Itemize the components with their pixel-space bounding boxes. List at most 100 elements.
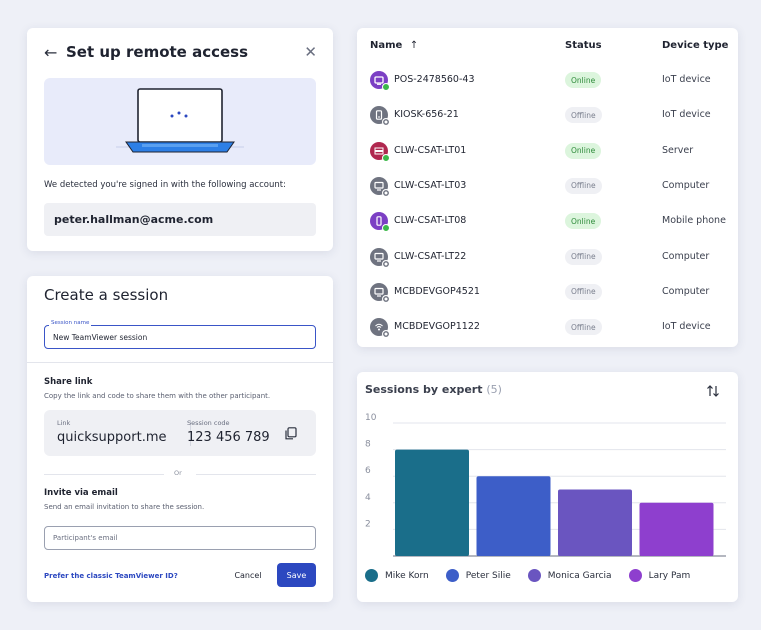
- link-label: Link: [57, 419, 71, 427]
- session-name-input[interactable]: New TeamViewer session: [44, 325, 316, 349]
- status-badge: Offline: [565, 248, 602, 265]
- server-icon: [370, 141, 390, 162]
- bar[interactable]: [395, 449, 469, 556]
- save-button[interactable]: Save: [277, 563, 316, 587]
- status-badge: Offline: [565, 319, 602, 336]
- back-arrow-icon[interactable]: ←: [44, 42, 58, 62]
- legend-item[interactable]: Peter Silie: [445, 569, 511, 582]
- online-status-dot: [382, 224, 390, 233]
- table-row[interactable]: MCBDEVGOP4521 Offline Computer: [357, 275, 738, 310]
- invite-email-heading: Invite via email: [44, 488, 118, 498]
- bar[interactable]: [639, 502, 714, 556]
- table-row[interactable]: CLW-CSAT-LT22 Offline Computer: [357, 240, 738, 275]
- table-row[interactable]: MCBDEVGOP1122 Offline IoT device: [357, 310, 738, 345]
- divider: [196, 474, 316, 475]
- y-tick-label: 4: [365, 493, 371, 503]
- bar[interactable]: [476, 476, 551, 556]
- mobile-icon: [370, 212, 390, 233]
- status-badge: Online: [565, 72, 602, 88]
- devices-table: Name ↑ Status Device type POS-2478560-43…: [357, 28, 738, 347]
- computer-icon: [370, 282, 390, 303]
- table-row[interactable]: CLW-CSAT-LT01 Online Server: [357, 134, 738, 169]
- device-name: CLW-CSAT-LT08: [394, 215, 467, 227]
- remote-access-title: Set up remote access: [66, 43, 249, 61]
- separator: [190, 420, 191, 446]
- legend-swatch: [628, 569, 642, 582]
- status-badge: Offline: [565, 177, 602, 194]
- table-row[interactable]: CLW-CSAT-LT08 Online Mobile phone: [357, 204, 738, 239]
- detected-account-text: We detected you're signed in with the fo…: [44, 180, 286, 190]
- sort-arrow-icon[interactable]: ↑: [409, 40, 419, 51]
- create-session-title: Create a session: [44, 286, 169, 304]
- session-code-label: Session code: [187, 419, 230, 427]
- y-tick-label: 10: [365, 413, 377, 423]
- device-name: MCBDEVGOP4521: [394, 285, 480, 297]
- status-badge: Offline: [565, 107, 602, 124]
- offline-status-dot: [382, 118, 390, 127]
- or-separator: Or: [174, 469, 182, 477]
- classic-teamviewer-id-link[interactable]: Prefer the classic TeamViewer ID?: [44, 572, 178, 580]
- device-type: IoT device: [662, 109, 711, 121]
- offline-status-dot: [382, 259, 390, 268]
- invite-email-description: Send an email invitation to share the se…: [44, 503, 205, 511]
- iot-icon: [370, 318, 390, 339]
- column-header-device-type[interactable]: Device type: [662, 40, 729, 51]
- status-badge: Online: [565, 213, 602, 230]
- device-type: Mobile phone: [662, 215, 726, 227]
- legend-item[interactable]: Mike Korn: [365, 569, 429, 582]
- chart-title-text: Sessions by expert: [365, 383, 483, 396]
- table-row[interactable]: CLW-CSAT-LT03 Offline Computer: [357, 169, 738, 204]
- column-header-name[interactable]: Name ↑: [370, 40, 418, 51]
- chart-title: Sessions by expert (5): [365, 383, 502, 396]
- device-name: MCBDEVGOP1122: [394, 321, 480, 333]
- device-type: Computer: [662, 179, 710, 191]
- divider: [44, 474, 164, 475]
- offline-status-dot: [382, 330, 390, 339]
- device-type: Computer: [662, 250, 710, 262]
- legend-label: Peter Silie: [465, 570, 511, 581]
- column-header-name-label: Name: [370, 40, 403, 51]
- laptop-illustration: [44, 78, 316, 165]
- online-status-dot: [382, 153, 390, 162]
- device-type: Computer: [662, 285, 710, 297]
- y-tick-label: 2: [365, 519, 371, 529]
- account-email: peter.hallman@acme.com: [44, 203, 316, 236]
- chart-count: (5): [486, 383, 502, 396]
- bar[interactable]: [558, 489, 632, 557]
- kiosk-icon: [370, 106, 390, 127]
- link-value: quicksupport.me: [57, 430, 167, 445]
- table-row[interactable]: KIOSK-656-21 Offline IoT device: [357, 98, 738, 133]
- participant-email-input[interactable]: Participant's email: [44, 526, 316, 550]
- offline-status-dot: [382, 188, 390, 197]
- computer-icon: [370, 247, 390, 268]
- legend-label: Mike Korn: [385, 570, 429, 581]
- create-session-dialog: Create a session New TeamViewer session …: [27, 276, 333, 602]
- legend-swatch: [527, 569, 541, 582]
- cancel-button[interactable]: Cancel: [234, 570, 262, 580]
- legend-swatch: [365, 569, 378, 582]
- session-code-value: 123 456 789: [187, 430, 270, 445]
- y-tick-label: 6: [365, 466, 371, 476]
- device-name: POS-2478560-43: [394, 74, 475, 85]
- table-row[interactable]: POS-2478560-43 Online IoT device: [357, 63, 738, 98]
- sort-icon[interactable]: [706, 384, 720, 398]
- column-header-status[interactable]: Status: [565, 40, 602, 51]
- legend-swatch: [445, 569, 459, 582]
- device-name: CLW-CSAT-LT22: [394, 250, 467, 262]
- device-name: CLW-CSAT-LT01: [394, 144, 467, 156]
- legend-item[interactable]: Lary Pam: [628, 569, 690, 582]
- sessions-bar-chart: 2 4 6 8 10: [365, 413, 726, 557]
- session-name-label: Session name: [49, 320, 92, 326]
- legend-label: Monica Garcia: [547, 570, 612, 581]
- device-name: KIOSK-656-21: [394, 109, 459, 121]
- computer-icon: [370, 176, 390, 197]
- copy-icon[interactable]: [285, 427, 297, 440]
- divider: [27, 362, 333, 363]
- offline-status-dot: [382, 294, 390, 303]
- status-badge: Online: [565, 142, 602, 159]
- close-icon[interactable]: ✕: [304, 43, 317, 61]
- remote-access-dialog: ← Set up remote access ✕ We detected you…: [27, 28, 333, 251]
- legend-item[interactable]: Monica Garcia: [527, 569, 612, 582]
- sessions-chart-card: Sessions by expert (5) 2 4 6 8 10 Mike Korn P…: [357, 372, 738, 602]
- share-link-box: Link quicksupport.me Session code 123 45…: [44, 410, 316, 456]
